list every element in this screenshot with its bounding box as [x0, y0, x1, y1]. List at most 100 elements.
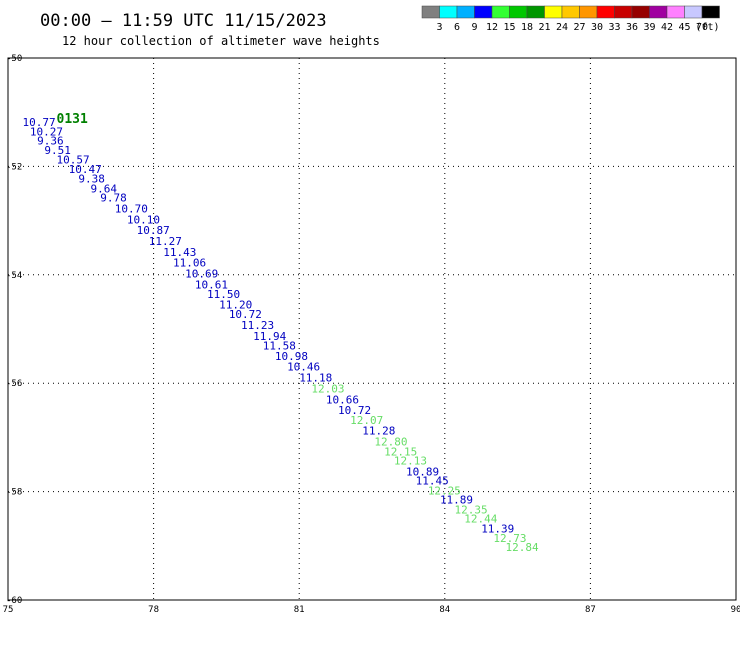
colorbar-tick-label: 36 [626, 22, 638, 33]
wave-height-label: 10.57 [57, 154, 90, 167]
latitude-tick-label: -52 [6, 162, 22, 172]
colorbar-tick-label: 3 [436, 22, 442, 33]
colorbar-tick-label: 42 [661, 22, 673, 33]
colorbar-swatch [456, 5, 475, 19]
colorbar-tick-label: 45 [678, 22, 690, 33]
wave-height-label: 12.15 [384, 445, 417, 458]
colorbar-swatch [579, 5, 598, 19]
colorbar-swatch [614, 5, 633, 19]
wave-height-label: 10.47 [69, 163, 102, 176]
colorbar-swatch [701, 5, 720, 19]
longitude-tick-label: 90 [731, 605, 740, 615]
wave-height-label: 11.43 [163, 246, 196, 259]
colorbar-swatch [596, 5, 615, 19]
colorbar-swatch [684, 5, 703, 19]
longitude-tick-label: 87 [585, 605, 596, 615]
colorbar-swatch [649, 5, 668, 19]
colorbar-tick-label: 21 [538, 22, 550, 33]
latitude-tick-label: -60 [6, 596, 22, 606]
wave-height-label: 10.61 [195, 278, 228, 291]
wave-height-label: 10.72 [229, 308, 262, 321]
longitude-tick-label: 75 [3, 605, 14, 615]
map-border [7, 57, 737, 601]
wave-height-label: 12.25 [428, 484, 461, 497]
colorbar-swatch [561, 5, 580, 19]
colorbar-tick-label: 70 [696, 22, 708, 33]
longitude-tick-labels: 75 78 81 84 87 90 [3, 605, 740, 615]
map-subtitle: 12 hour collection of altimeter wave hei… [62, 34, 380, 48]
wave-height-label: 10.89 [406, 465, 439, 478]
colorbar-tick-label: 9 [471, 22, 477, 33]
wave-height-label: 12.13 [394, 455, 427, 468]
wave-height-label: 9.78 [100, 192, 127, 205]
wave-height-label: 12.03 [311, 382, 344, 395]
colorbar-tick-label: 15 [503, 22, 515, 33]
colorbar-tick-label: 18 [521, 22, 533, 33]
wave-height-label: 10.72 [338, 404, 371, 417]
latitude-tick-label: -50 [6, 54, 22, 64]
wave-height-label: 12.80 [374, 436, 407, 449]
longitude-tick-label: 81 [294, 605, 305, 615]
colorbar-unit-label: (ft) [695, 22, 719, 33]
colorbar-swatch [544, 5, 563, 19]
wave-height-label: 11.23 [241, 319, 274, 332]
colorbar-tick-label: 27 [573, 22, 585, 33]
colorbar-tick-label: 33 [608, 22, 620, 33]
wave-height-label: 11.58 [263, 340, 296, 353]
wave-height-label: 10.66 [326, 393, 359, 406]
wave-height-tracks: 10.7710.279.369.5110.5710.479.389.649.78… [23, 112, 539, 554]
wave-height-label: 12.73 [493, 532, 526, 545]
longitude-tick-label: 78 [148, 605, 159, 615]
lat-lon-grid [8, 58, 736, 600]
wave-height-label: 10.98 [275, 350, 308, 363]
colorbar-tick-label: 30 [591, 22, 603, 33]
longitude-tick-label: 84 [439, 605, 450, 615]
wave-height-label: 10.69 [185, 268, 218, 281]
color-scale-legend: 3 6 9 12 15 18 21 24 27 30 33 36 39 42 45 70(ft) [421, 5, 720, 33]
colorbar-swatch [526, 5, 545, 19]
colorbar-tick-label: 39 [643, 22, 655, 33]
latitude-tick-label: -54 [6, 271, 22, 281]
wave-height-label: 10.87 [137, 224, 170, 237]
wave-height-label: 9.38 [78, 173, 105, 186]
wave-height-label: 11.50 [207, 288, 240, 301]
colorbar-swatch [421, 5, 440, 19]
latitude-tick-label: -58 [6, 488, 22, 498]
wave-height-label: 11.45 [416, 475, 449, 488]
wave-height-label: 11.39 [481, 522, 514, 535]
wave-height-label: 10.46 [287, 361, 320, 374]
colorbar-tick-label: 12 [486, 22, 498, 33]
wave-height-label: 9.51 [44, 144, 71, 157]
colorbar-swatch [491, 5, 510, 19]
wave-height-label: 11.06 [173, 257, 206, 270]
colorbar-swatch [631, 5, 650, 19]
pass-time-label: 0131 [57, 112, 88, 127]
map-frame [7, 57, 737, 601]
colorbar-tick-label: 6 [454, 22, 460, 33]
wave-height-label: 9.64 [91, 182, 118, 195]
wave-height-label: 11.20 [219, 298, 252, 311]
wave-height-label: 10.77 [23, 116, 56, 129]
wave-height-label: 12.35 [455, 503, 488, 516]
colorbar-swatch [474, 5, 493, 19]
wave-height-label: 11.94 [253, 330, 286, 343]
wave-height-label: 11.18 [299, 372, 332, 385]
latitude-tick-labels: -50 -52 -54 -56 -58 -60 [6, 54, 22, 606]
wave-height-label: 10.27 [30, 126, 63, 139]
wave-height-label: 11.89 [440, 494, 473, 507]
wave-height-label: 10.10 [127, 213, 160, 226]
wave-height-label: 9.36 [37, 135, 64, 148]
wave-height-label: 11.27 [149, 235, 182, 248]
wave-height-label: 11.28 [362, 425, 395, 438]
colorbar-swatch [439, 5, 458, 19]
wave-height-label: 10.70 [115, 202, 148, 215]
map-title: 00:00 – 11:59 UTC 11/15/2023 [40, 11, 327, 31]
wave-height-label: 12.84 [505, 541, 538, 554]
wave-height-label: 12.44 [464, 512, 497, 525]
latitude-tick-label: -56 [6, 379, 22, 389]
colorbar-swatch [666, 5, 685, 19]
colorbar-swatch [509, 5, 528, 19]
colorbar-tick-label: 24 [556, 22, 568, 33]
